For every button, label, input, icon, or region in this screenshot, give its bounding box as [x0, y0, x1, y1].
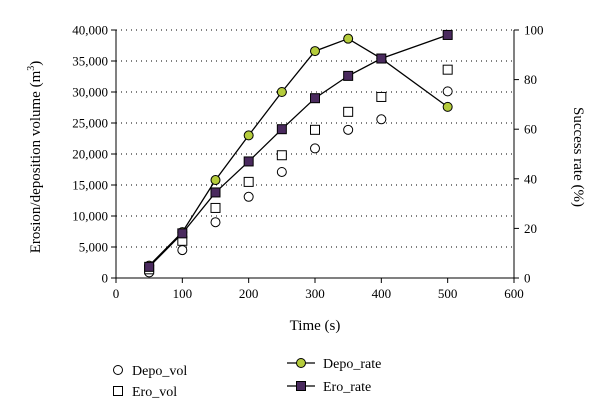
y-axis-left-title: Erosion/deposition volume (m3): [26, 61, 44, 253]
data-point-ero-rate: [442, 29, 453, 40]
legend-marker: [296, 381, 306, 391]
y-tick-left-label: 25,000: [72, 116, 108, 131]
data-point-depo-vol: [376, 114, 387, 125]
data-point-ero-rate: [343, 70, 354, 81]
y-axis-right-title: Success rate (%): [570, 107, 586, 207]
x-tick-label: 100: [173, 286, 193, 301]
y-tick-right-label: 0: [524, 271, 531, 286]
data-point-depo-rate: [276, 87, 287, 97]
x-tick-label: 400: [372, 286, 392, 301]
y-axis-left-title-sup: 3: [26, 66, 37, 71]
data-point-depo-vol: [276, 166, 287, 177]
series: [144, 29, 453, 278]
series-depo-rate: [144, 33, 453, 271]
series-ero-vol: [144, 64, 453, 275]
data-point-ero-rate: [177, 228, 188, 239]
x-tick-label: 200: [239, 286, 259, 301]
series-line-ero-rate: [148, 34, 448, 268]
data-point-depo-vol: [177, 245, 188, 256]
legend-label: Depo_rate: [323, 357, 381, 372]
legend: Depo_vol Ero_vol Depo_rate Ero_rate: [113, 357, 381, 400]
data-point-ero-rate: [376, 53, 387, 64]
data-point-depo-rate: [343, 33, 354, 44]
data-point-ero-rate: [210, 187, 221, 198]
legend-label: Ero_rate: [323, 380, 371, 395]
legend-item-depo-vol: Depo_vol: [113, 364, 187, 379]
legend-marker: [113, 365, 123, 375]
y-tick-left-label: 30,000: [72, 85, 108, 100]
series-ero-rate: [144, 29, 453, 272]
x-axis-title: Time (s): [290, 318, 341, 334]
data-point-ero-vol: [343, 106, 354, 117]
data-point-depo-vol: [343, 124, 354, 135]
y-tick-left-label: 20,000: [72, 147, 108, 162]
data-point-depo-vol: [442, 86, 453, 97]
data-point-depo-rate: [310, 46, 320, 57]
x-tick-label: 600: [504, 286, 524, 301]
legend-item-depo-rate: Depo_rate: [287, 357, 381, 372]
data-point-ero-rate: [310, 93, 320, 104]
y-tick-right-label: 20: [524, 221, 537, 236]
y-tick-left-label: 10,000: [72, 209, 108, 224]
x-ticks: 0 100 200 300 400 500 600: [113, 278, 524, 301]
y-tick-right-label: 40: [524, 171, 537, 186]
data-point-depo-rate: [442, 101, 453, 112]
legend-label: Ero_vol: [132, 385, 177, 400]
data-point-ero-vol: [210, 202, 221, 213]
y-tick-right-label: 100: [524, 23, 544, 38]
y-axis-left-title-main: Erosion/deposition volume (m: [28, 70, 44, 253]
data-point-depo-vol: [310, 143, 320, 154]
grid: [116, 29, 514, 248]
data-point-ero-vol: [442, 64, 453, 75]
y-tick-left-label: 15,000: [72, 178, 108, 193]
y-ticks-right: 0 20 40 60 80 100: [514, 23, 544, 286]
data-point-ero-vol: [243, 176, 254, 187]
legend-item-ero-rate: Ero_rate: [287, 380, 371, 395]
data-point-ero-vol: [276, 150, 287, 161]
series-line-depo-rate: [148, 37, 449, 267]
data-point-ero-rate: [243, 156, 254, 167]
y-tick-left-label: 5,000: [79, 240, 108, 255]
legend-marker: [296, 358, 306, 368]
y-tick-right-label: 80: [524, 72, 537, 87]
data-point-depo-vol: [243, 191, 254, 202]
y-tick-left-label: 35,000: [72, 54, 108, 69]
data-point-ero-rate: [276, 124, 287, 135]
x-tick-label: 500: [438, 286, 458, 301]
series-depo-vol: [144, 86, 453, 278]
y-axis-left-title-tail: ): [28, 61, 44, 66]
data-point-depo-rate: [243, 130, 254, 141]
legend-label: Depo_vol: [132, 364, 187, 379]
y-tick-right-label: 60: [524, 122, 537, 137]
legend-item-ero-vol: Ero_vol: [113, 385, 177, 400]
data-point-ero-vol: [376, 91, 387, 102]
data-point-ero-rate: [144, 261, 155, 272]
y-ticks-left: 0 5,000 10,000 15,000 20,000 25,000 30,000 35,0…: [72, 23, 116, 286]
data-point-ero-vol: [310, 124, 320, 135]
data-point-depo-vol: [210, 217, 221, 228]
y-tick-left-label: 40,000: [72, 23, 108, 38]
y-tick-left-label: 0: [102, 271, 109, 286]
x-tick-label: 0: [113, 286, 120, 301]
data-point-depo-rate: [210, 175, 221, 186]
legend-marker: [113, 386, 123, 396]
x-tick-label: 300: [305, 286, 325, 301]
